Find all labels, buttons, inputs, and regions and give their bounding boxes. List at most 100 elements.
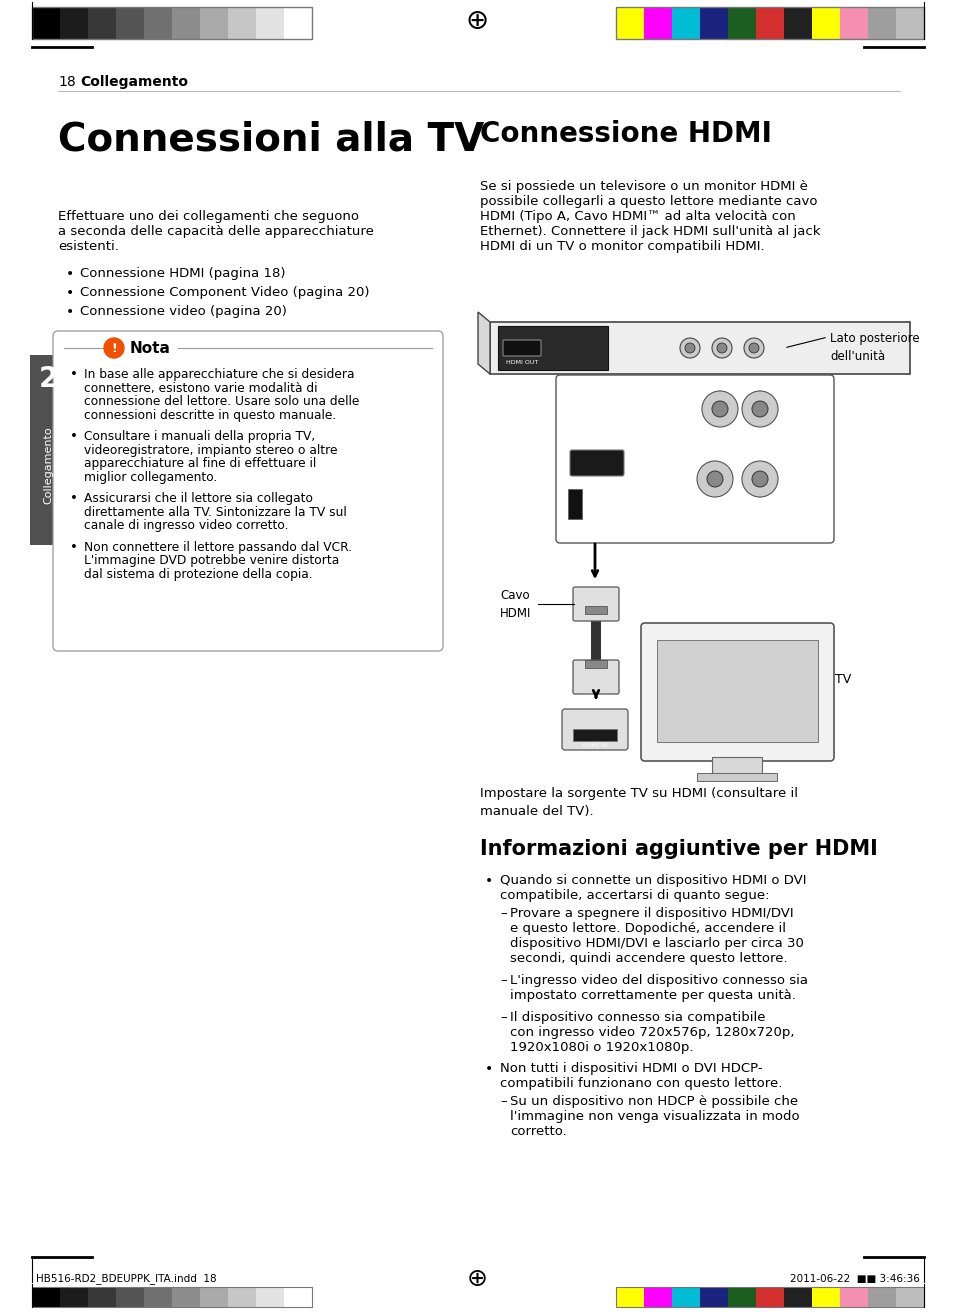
Text: •: • [70, 540, 78, 554]
Text: Se si possiede un televisore o un monitor HDMI è: Se si possiede un televisore o un monito… [479, 180, 807, 193]
Text: L'immagine DVD potrebbe venire distorta: L'immagine DVD potrebbe venire distorta [84, 554, 339, 567]
Bar [32, 1287, 60, 1307]
Text: Collegamento: Collegamento [80, 75, 188, 89]
Text: 2: 2 [38, 366, 57, 393]
Text: –: – [499, 1095, 506, 1109]
Text: direttamente alla TV. Sintonizzare la TV sul: direttamente alla TV. Sintonizzare la TV… [84, 505, 346, 518]
Text: apparecchiature al fine di effettuare il: apparecchiature al fine di effettuare il [84, 458, 315, 469]
Bar [32, 1287, 312, 1307]
Text: Provare a spegnere il dispositivo HDMI/DVI: Provare a spegnere il dispositivo HDMI/D… [510, 907, 793, 920]
Circle shape [684, 343, 695, 352]
Text: esistenti.: esistenti. [58, 241, 119, 252]
Text: e questo lettore. Dopodiché, accendere il: e questo lettore. Dopodiché, accendere i… [510, 922, 785, 935]
Text: Non connettere il lettore passando dal VCR.: Non connettere il lettore passando dal V… [84, 540, 352, 554]
FancyBboxPatch shape [640, 623, 833, 761]
Bar [895, 1287, 923, 1307]
Text: dispositivo HDMI/DVI e lasciarlo per circa 30: dispositivo HDMI/DVI e lasciarlo per cir… [510, 938, 803, 949]
Text: l'immagine non venga visualizzata in modo: l'immagine non venga visualizzata in mod… [510, 1110, 799, 1123]
Text: HDMI (Tipo A, Cavo HDMI™ ad alta velocità con: HDMI (Tipo A, Cavo HDMI™ ad alta velocit… [479, 210, 795, 224]
Bar [284, 1287, 312, 1307]
Bar [783, 1287, 811, 1307]
Text: secondi, quindi accendere questo lettore.: secondi, quindi accendere questo lettore… [510, 952, 787, 965]
Bar [116, 1287, 144, 1307]
Bar [616, 1287, 643, 1307]
Bar [172, 1287, 200, 1307]
Text: Informazioni aggiuntive per HDMI: Informazioni aggiuntive per HDMI [479, 839, 877, 859]
Text: 1920x1080i o 1920x1080p.: 1920x1080i o 1920x1080p. [510, 1041, 693, 1055]
Circle shape [743, 338, 763, 358]
Text: Cavo
HDMI: Cavo HDMI [499, 589, 531, 619]
Text: –: – [499, 907, 506, 920]
Text: Connessione video (pagina 20): Connessione video (pagina 20) [80, 305, 287, 318]
Bar [88, 7, 116, 39]
FancyBboxPatch shape [573, 660, 618, 694]
Text: Connessione HDMI (pagina 18): Connessione HDMI (pagina 18) [80, 267, 285, 280]
Bar [88, 1287, 116, 1307]
Text: dal sistema di protezione della copia.: dal sistema di protezione della copia. [84, 568, 313, 580]
Text: Effettuare uno dei collegamenti che seguono: Effettuare uno dei collegamenti che segu… [58, 210, 358, 224]
Bar [700, 1287, 727, 1307]
Bar [840, 1287, 867, 1307]
Text: •: • [66, 285, 74, 300]
Bar [616, 1287, 923, 1307]
Bar [727, 7, 755, 39]
FancyBboxPatch shape [573, 586, 618, 621]
Bar [783, 7, 811, 39]
Bar [671, 1287, 700, 1307]
Text: 18: 18 [58, 75, 75, 89]
Circle shape [711, 338, 731, 358]
Circle shape [751, 401, 767, 417]
Text: TV: TV [834, 672, 850, 685]
Text: Il dispositivo connesso sia compatibile: Il dispositivo connesso sia compatibile [510, 1011, 764, 1024]
Text: Nota: Nota [130, 341, 171, 355]
Text: HB516-RD2_BDEUPPK_ITA.indd  18: HB516-RD2_BDEUPPK_ITA.indd 18 [36, 1273, 216, 1285]
Bar [616, 7, 643, 39]
Text: Collegamento: Collegamento [43, 426, 53, 504]
Bar [116, 7, 144, 39]
Text: HDMI IN: HDMI IN [581, 743, 607, 748]
FancyBboxPatch shape [556, 375, 833, 543]
Bar [284, 7, 312, 39]
Circle shape [679, 338, 700, 358]
Circle shape [706, 471, 722, 487]
Text: HDMI di un TV o monitor compatibili HDMI.: HDMI di un TV o monitor compatibili HDMI… [479, 241, 763, 252]
Text: possibile collegarli a questo lettore mediante cavo: possibile collegarli a questo lettore me… [479, 195, 817, 208]
FancyBboxPatch shape [502, 341, 540, 356]
Text: Lato posteriore
dell'unità: Lato posteriore dell'unità [829, 331, 919, 363]
Bar [228, 1287, 255, 1307]
Polygon shape [477, 312, 490, 373]
Text: •: • [66, 267, 74, 281]
Text: compatibili funzionano con questo lettore.: compatibili funzionano con questo lettor… [499, 1077, 781, 1090]
Bar [643, 1287, 671, 1307]
Bar [228, 7, 255, 39]
Text: Impostare la sorgente TV su HDMI (consultare il
manuale del TV).: Impostare la sorgente TV su HDMI (consul… [479, 786, 797, 818]
FancyBboxPatch shape [569, 450, 623, 476]
Bar [840, 7, 867, 39]
Circle shape [697, 462, 732, 497]
Text: canale di ingresso video corretto.: canale di ingresso video corretto. [84, 519, 288, 533]
Bar [200, 1287, 228, 1307]
Bar [172, 7, 200, 39]
Bar [867, 1287, 895, 1307]
Bar [657, 640, 817, 742]
Text: •: • [484, 874, 493, 888]
Bar [255, 1287, 284, 1307]
Bar [584, 606, 606, 614]
Text: Connessioni alla TV: Connessioni alla TV [58, 120, 484, 158]
Bar [60, 7, 88, 39]
Bar [811, 1287, 840, 1307]
Text: •: • [70, 492, 78, 505]
Bar [590, 619, 600, 664]
Circle shape [717, 343, 726, 352]
Text: connessione del lettore. Usare solo una delle: connessione del lettore. Usare solo una … [84, 394, 359, 408]
Text: ⊕: ⊕ [465, 7, 488, 36]
Text: L'ingresso video del dispositivo connesso sia: L'ingresso video del dispositivo conness… [510, 974, 807, 988]
Text: 2011-06-22  ■■ 3:46:36: 2011-06-22 ■■ 3:46:36 [789, 1274, 919, 1283]
Bar [811, 7, 840, 39]
Bar [895, 7, 923, 39]
Text: connettere, esistono varie modalità di: connettere, esistono varie modalità di [84, 381, 317, 394]
Bar [255, 7, 284, 39]
Text: ⊕: ⊕ [466, 1266, 487, 1291]
Text: Non tutti i dispositivi HDMI o DVI HDCP-: Non tutti i dispositivi HDMI o DVI HDCP- [499, 1063, 761, 1074]
Text: Connessione HDMI: Connessione HDMI [479, 120, 771, 149]
